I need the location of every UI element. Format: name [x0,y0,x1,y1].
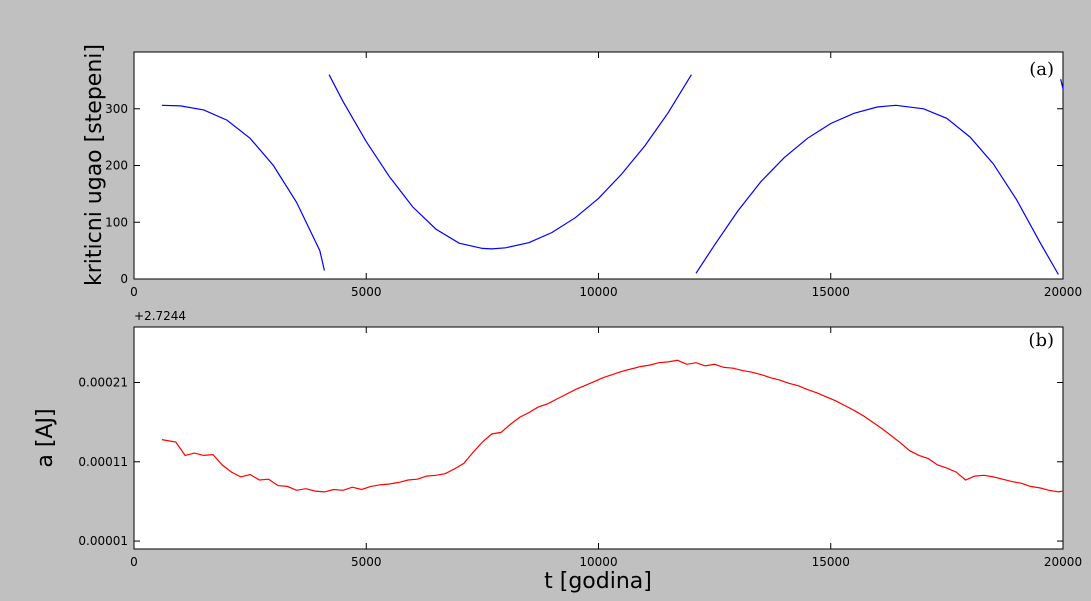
x-tick-label-a: 10000 [579,285,617,299]
series-lines-a [161,74,1064,275]
ticks-a: 0 5000 10000 15000 20000 0 100 200 300 [105,52,1082,299]
x-tick-label-b: 10000 [579,555,617,569]
x-tick-label-a: 5000 [351,285,382,299]
chart-panel-b: 0 5000 10000 15000 20000 0.00001 0.00011 0.0002… [33,309,1082,594]
x-tick-label-a: 20000 [1044,285,1082,299]
y-axis-label-a: kriticni ugao [stepeni] [82,44,107,286]
plot-area-a [133,51,1064,280]
y-tick-label-b: 0.00021 [78,376,128,390]
y-tick-label-b: 0.00001 [78,534,128,548]
x-tick-label-b: 5000 [351,555,382,569]
series-line-a-1 [328,74,692,250]
series-line-a-3 [1060,79,1064,90]
y-offset-text-b: +2.7244 [134,309,186,323]
panel-label-a: (a) [1029,59,1054,80]
y-tick-label-a: 0 [120,272,128,286]
x-axis-label-b: t [godina] [544,569,652,594]
y-tick-label-b: 0.00011 [78,455,128,469]
plot-area-b [133,326,1064,550]
series-lines-b [161,359,1064,493]
y-tick-label-a: 300 [105,102,128,116]
series-line-a-2 [695,104,1059,275]
x-tick-label-b: 15000 [812,555,850,569]
panel-label-b: (b) [1028,330,1054,351]
y-tick-label-a: 200 [105,159,128,173]
y-axis-label-b: a [AJ] [33,408,58,467]
x-tick-label-b: 0 [130,555,138,569]
chart-panel-a: 0 5000 10000 15000 20000 0 100 200 300 (a) kriti… [82,44,1082,299]
series-line-b-0 [161,359,1064,493]
x-tick-label-b: 20000 [1044,555,1082,569]
x-tick-label-a: 15000 [812,285,850,299]
x-tick-label-a: 0 [130,285,138,299]
series-line-a-0 [161,104,325,271]
y-tick-label-a: 100 [105,215,128,229]
ticks-b: 0 5000 10000 15000 20000 0.00001 0.00011 0.0002… [78,327,1082,569]
